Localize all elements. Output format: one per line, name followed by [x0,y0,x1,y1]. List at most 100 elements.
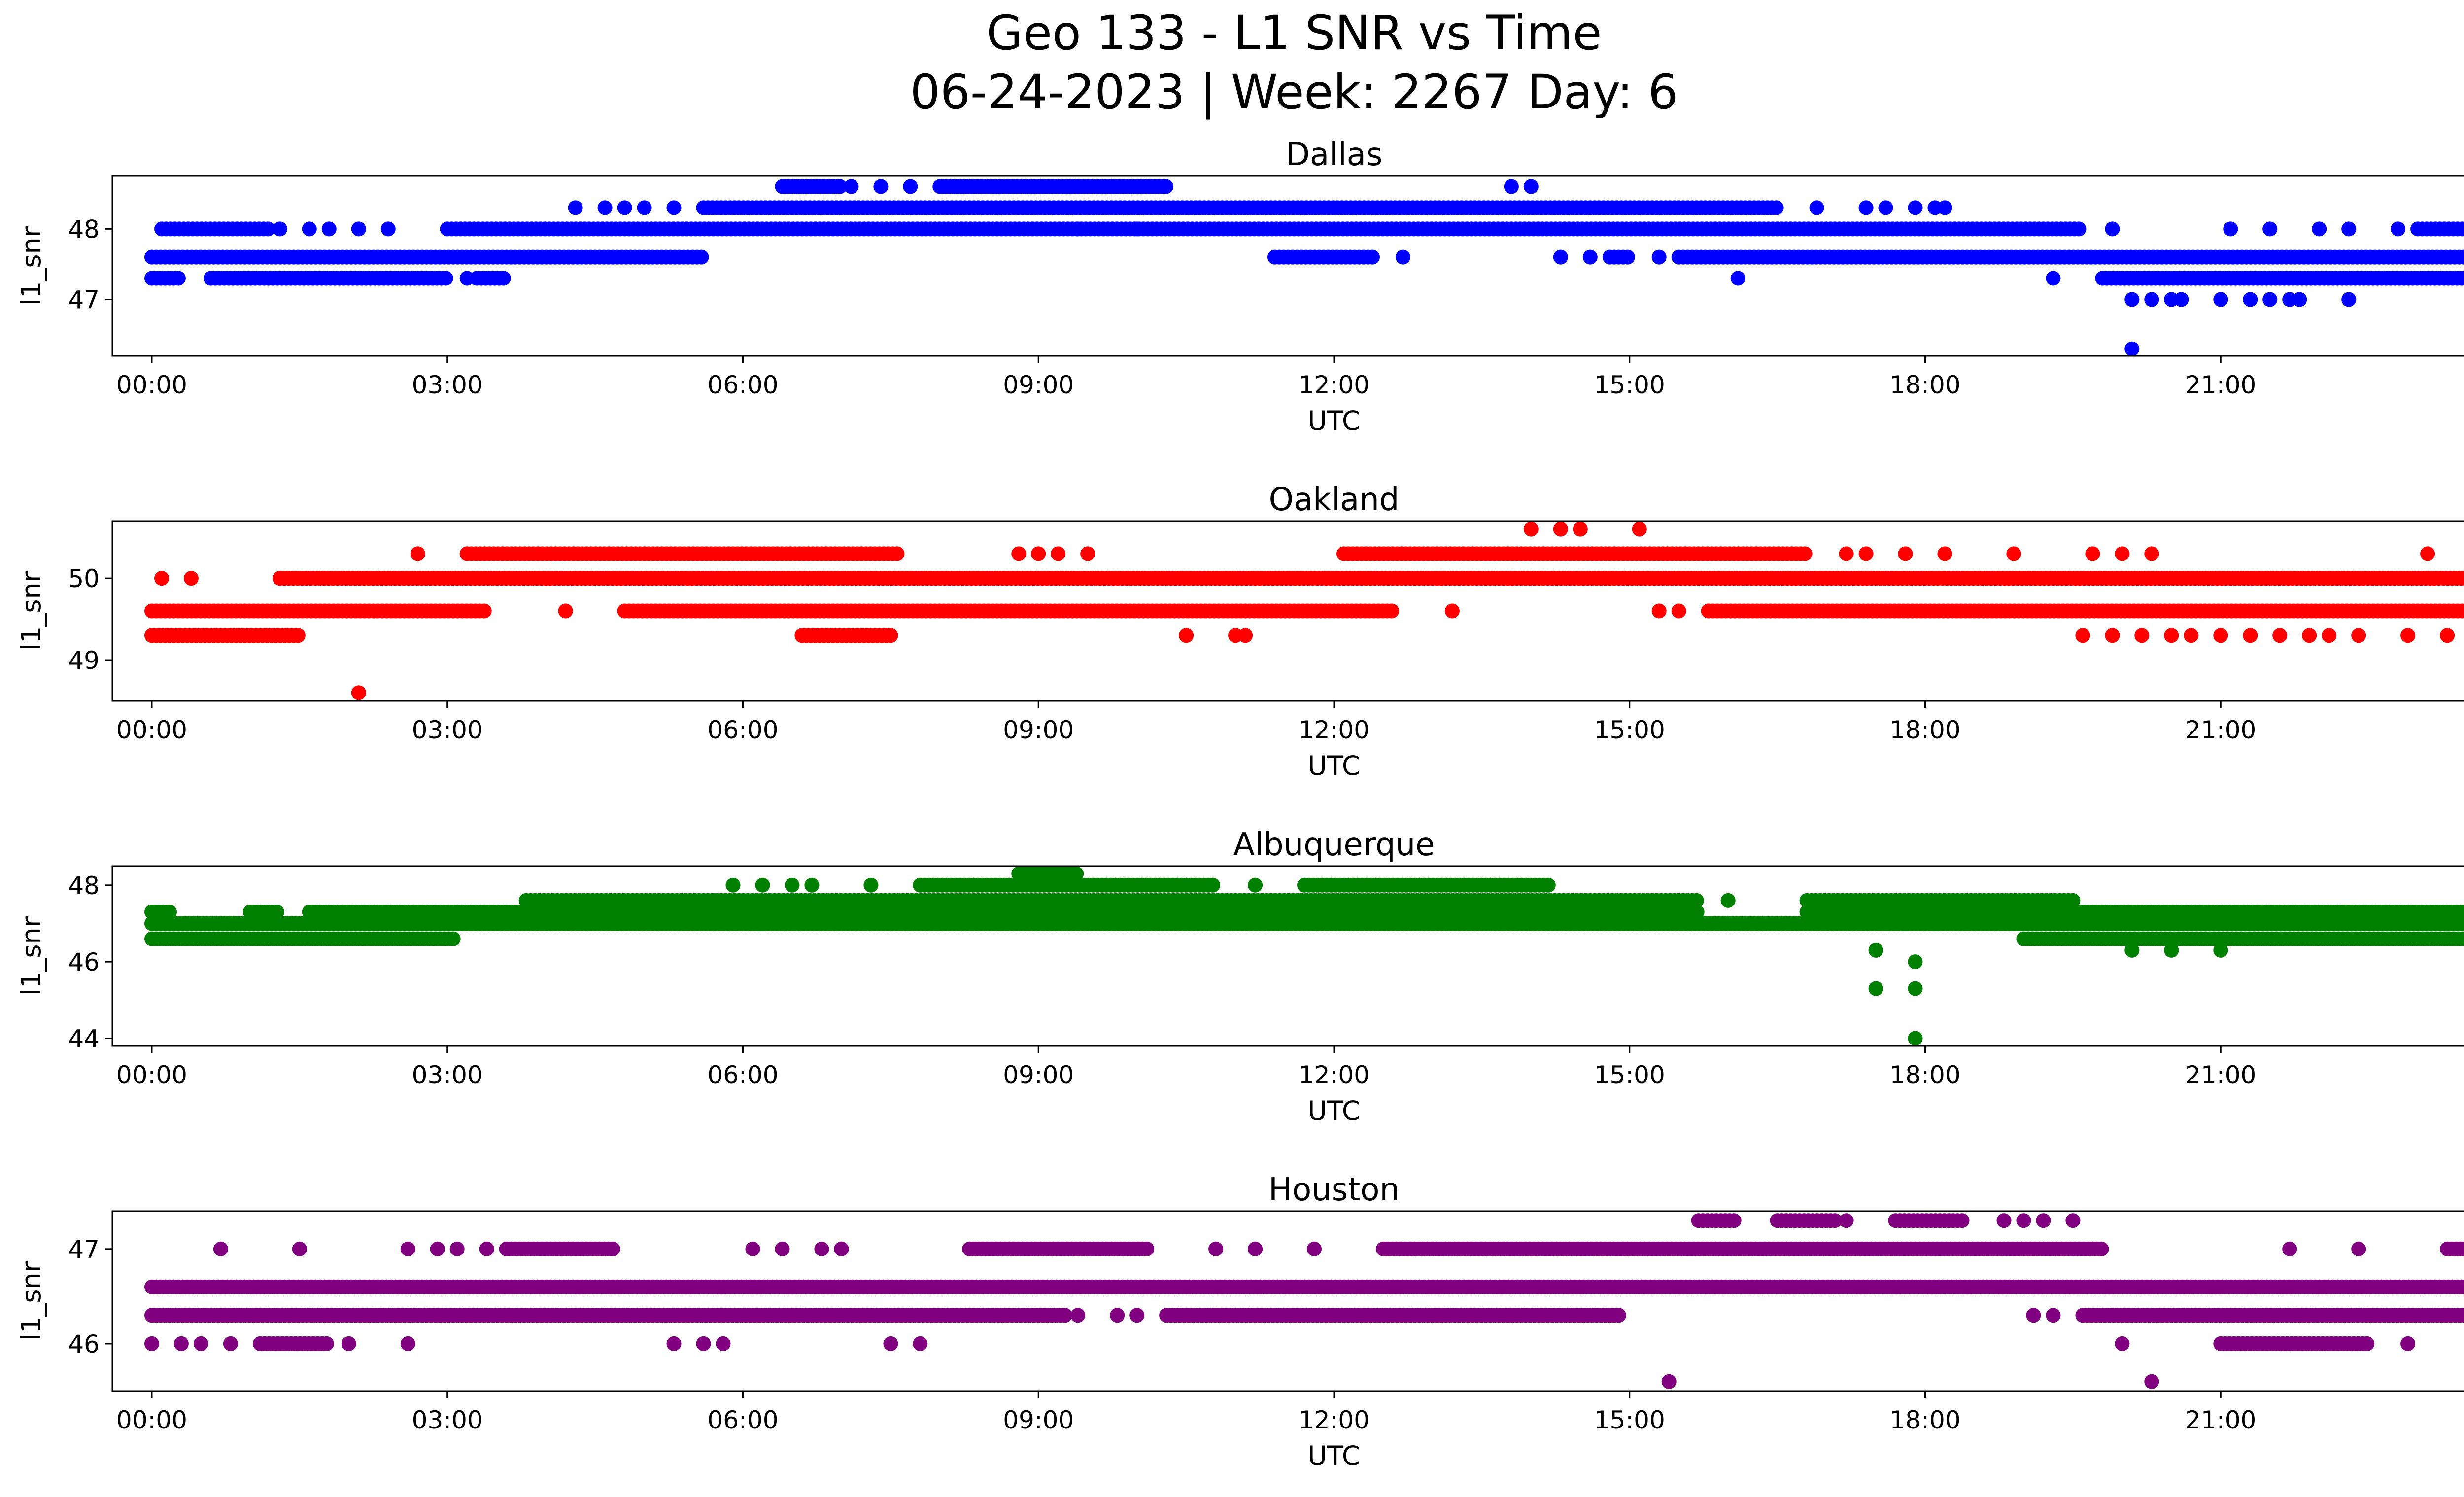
data-point [2124,292,2139,307]
y-tick-label: 47 [68,285,100,314]
x-tick-label: 21:00 [2185,1061,2256,1089]
data-point [1129,221,1144,236]
data-point [319,1336,334,1351]
data-point [844,179,858,194]
data-point [2322,628,2336,643]
data-point [2124,342,2139,356]
data-point [2164,628,2179,643]
data-point [2351,628,2366,643]
data-point [2144,292,2159,307]
data-point [1365,250,1380,265]
data-point [1011,546,1026,561]
data-point [1541,878,1556,893]
x-tick-label: 00:00 [116,716,187,744]
data-point [162,905,177,919]
data-point [1620,250,1635,265]
data-point [598,200,613,215]
data-point [2223,221,2238,236]
data-point [1384,604,1399,619]
panel-title: Oakland [1269,482,1400,518]
data-point [1652,604,1667,619]
x-tick-label: 12:00 [1299,1061,1369,1089]
data-point [1879,200,1893,215]
data-point [1798,546,1813,561]
data-point [2075,628,2090,643]
data-point [883,628,898,643]
data-point [1058,1308,1072,1323]
data-point [1689,893,1704,908]
data-point [2272,628,2287,643]
x-tick-label: 09:00 [1003,371,1074,399]
data-point [2391,221,2405,236]
data-point [568,200,583,215]
data-point [2312,221,2327,236]
data-point [351,685,366,700]
data-point [2440,932,2455,946]
data-point [1069,867,1084,881]
data-point [273,221,287,236]
x-axis-label: UTC [1307,405,1360,436]
data-point [460,271,475,286]
data-point [1672,604,1686,619]
data-point [2174,292,2189,307]
panel-title: Houston [1268,1172,1400,1208]
data-point [694,250,709,265]
data-point [1859,546,1874,561]
data-point [446,932,461,946]
data-point [2144,546,2159,561]
x-tick-label: 18:00 [1889,1061,1960,1089]
data-point [2213,292,2228,307]
data-point [706,893,721,908]
y-tick-label: 48 [68,871,100,900]
data-point [2341,221,2356,236]
data-point [1080,546,1095,561]
data-point [667,200,682,215]
data-point [1869,943,1883,958]
data-point [1159,179,1173,194]
data-point [755,916,770,931]
y-axis-label: l1_snr [16,571,47,651]
data-point [1524,179,1539,194]
data-point [184,571,199,586]
data-point [1611,1308,1626,1323]
data-point [2085,546,2100,561]
data-point [1898,916,1913,931]
data-point [1769,200,1784,215]
data-point [2065,893,2080,908]
data-point [1908,954,1923,969]
x-tick-label: 15:00 [1594,716,1665,744]
data-point [2302,628,2317,643]
data-point [1632,522,1647,537]
data-point [2243,628,2258,643]
data-point [1908,200,1923,215]
figure-title-line2: 06-24-2023 | Week: 2267 Day: 6 [910,65,1678,120]
data-point [903,179,918,194]
data-point [1898,546,1913,561]
data-point [2184,628,2198,643]
panel-title: Albuquerque [1233,827,1435,863]
data-point [726,916,741,931]
data-point [2105,628,2120,643]
data-point [477,604,492,619]
data-point [785,878,799,893]
data-point [1238,628,1253,643]
data-point [726,878,741,893]
data-point [873,179,888,194]
data-point [2400,628,2415,643]
data-point [1504,179,1519,194]
data-point [863,878,878,893]
data-point [2124,943,2139,958]
x-tick-label: 03:00 [412,371,483,399]
x-tick-label: 00:00 [116,1061,187,1089]
data-point [1051,546,1065,561]
x-tick-label: 06:00 [707,1061,778,1089]
data-point [302,221,317,236]
x-tick-label: 21:00 [2185,371,2256,399]
data-point [2341,905,2356,919]
data-point [1938,200,1952,215]
data-point [617,200,632,215]
data-point [637,200,652,215]
data-point [1721,893,1736,908]
x-tick-label: 15:00 [1594,371,1665,399]
data-point [439,271,453,286]
